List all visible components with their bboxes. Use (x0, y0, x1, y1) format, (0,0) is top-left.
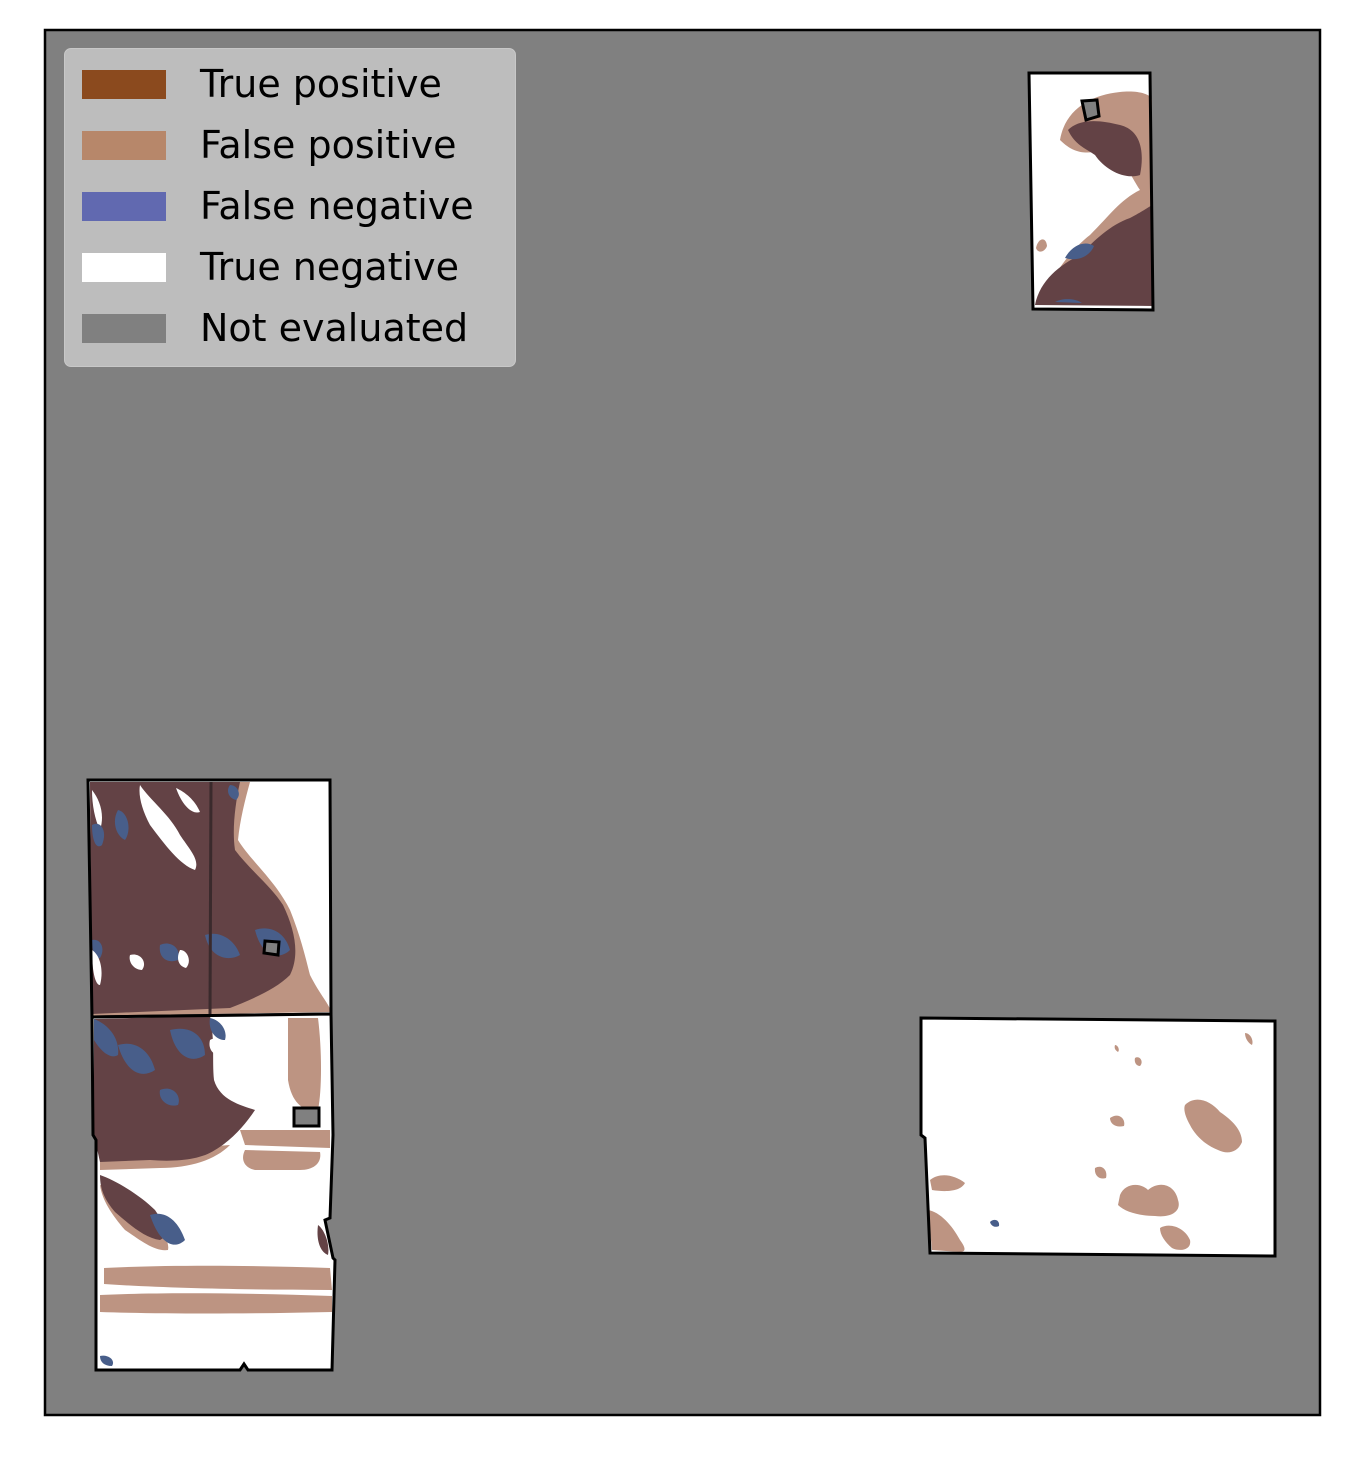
legend-swatch (82, 313, 166, 343)
legend: True positive False positive False negat… (64, 48, 516, 367)
legend-item-not-evaluated: Not evaluated (82, 308, 468, 348)
legend-item-true-positive: True positive (82, 64, 442, 104)
field-left-upper (86, 778, 333, 1019)
true-positive-region (1035, 121, 1153, 307)
excluded-area (1080, 98, 1101, 122)
field-bottom-right (919, 1016, 1277, 1258)
false-negative-region (1055, 243, 1094, 303)
false-negative-patch (990, 1219, 1000, 1227)
excluded-area (262, 939, 281, 957)
inner-boundary (208, 781, 213, 1015)
excluded-area (292, 1106, 321, 1128)
plot-frame (43, 28, 1322, 1417)
field-outline (919, 1016, 1277, 1258)
legend-swatch (82, 130, 166, 160)
field-left-lower (90, 1012, 337, 1372)
legend-item-false-negative: False negative (82, 186, 474, 226)
legend-item-false-positive: False positive (82, 125, 457, 165)
true-negative-hole (209, 1038, 222, 1055)
legend-label: True positive (200, 62, 442, 106)
legend-label: True negative (200, 245, 459, 289)
false-positive-patch (1036, 239, 1047, 252)
legend-swatch (82, 69, 166, 99)
legend-swatch (82, 191, 166, 221)
true-negative-hole (92, 950, 189, 985)
false-negative-region (94, 1018, 226, 1366)
legend-label: False negative (200, 184, 474, 228)
legend-label: Not evaluated (200, 306, 469, 350)
legend-label: False positive (200, 123, 457, 167)
field-top-right (1027, 71, 1155, 312)
legend-swatch (82, 252, 166, 282)
false-positive-patch (928, 1033, 1253, 1252)
field-outline (1027, 71, 1155, 312)
field-boundary (921, 1018, 1275, 1256)
true-positive-region (94, 1016, 329, 1255)
legend-item-true-negative: True negative (82, 247, 459, 287)
true-positive-region (90, 782, 296, 1014)
field-outline (90, 1012, 337, 1372)
true-negative-hole (92, 785, 200, 870)
